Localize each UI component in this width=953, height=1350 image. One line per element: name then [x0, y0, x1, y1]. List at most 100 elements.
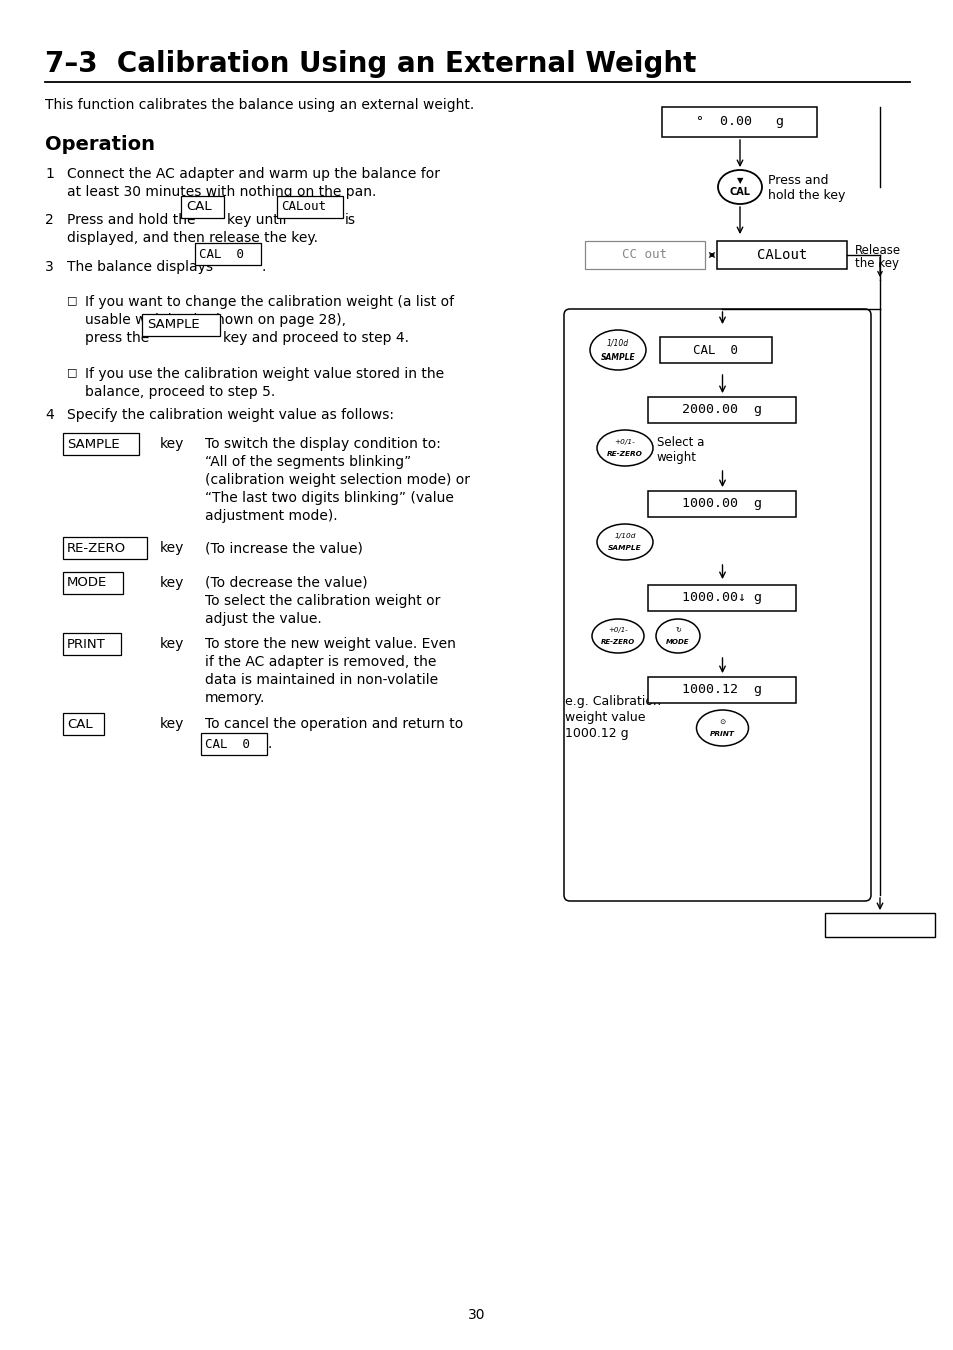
- Bar: [181, 196, 224, 219]
- Ellipse shape: [656, 620, 700, 653]
- Text: adjust the value.: adjust the value.: [205, 612, 321, 626]
- Ellipse shape: [589, 329, 645, 370]
- Text: 1000.00  g: 1000.00 g: [681, 498, 761, 510]
- Text: if the AC adapter is removed, the: if the AC adapter is removed, the: [205, 655, 436, 670]
- Text: “All of the segments blinking”: “All of the segments blinking”: [205, 455, 411, 468]
- Ellipse shape: [592, 620, 643, 653]
- Ellipse shape: [597, 524, 652, 560]
- Text: RE-ZERO: RE-ZERO: [606, 451, 642, 458]
- Text: 7–3  Calibration Using an External Weight: 7–3 Calibration Using an External Weight: [45, 50, 696, 78]
- Bar: [63, 432, 139, 455]
- Text: CAL  0: CAL 0: [693, 343, 738, 356]
- Text: key: key: [160, 541, 184, 555]
- Text: CAL: CAL: [186, 201, 212, 213]
- Text: PRINT: PRINT: [709, 732, 734, 737]
- Text: hold the key: hold the key: [767, 189, 844, 201]
- Text: To select the calibration weight or: To select the calibration weight or: [205, 594, 440, 608]
- Text: This function calibrates the balance using an external weight.: This function calibrates the balance usi…: [45, 99, 474, 112]
- Bar: [194, 243, 261, 266]
- Text: To switch the display condition to:: To switch the display condition to:: [205, 437, 440, 451]
- Text: Release: Release: [854, 243, 901, 256]
- Text: 2: 2: [45, 213, 53, 227]
- Text: 2000.00  g: 2000.00 g: [681, 404, 761, 417]
- Text: (To decrease the value): (To decrease the value): [205, 576, 367, 590]
- Text: Specify the calibration weight value as follows:: Specify the calibration weight value as …: [67, 408, 394, 423]
- Text: RE-ZERO: RE-ZERO: [600, 639, 635, 645]
- Text: RE-ZERO: RE-ZERO: [67, 541, 126, 555]
- Text: 1000.00↓ g: 1000.00↓ g: [681, 591, 761, 605]
- Text: weight: weight: [657, 451, 697, 463]
- Text: Select a: Select a: [657, 436, 703, 450]
- Text: CAL: CAL: [729, 188, 750, 197]
- Text: press the: press the: [85, 331, 149, 346]
- Text: Connect the AC adapter and warm up the balance for: Connect the AC adapter and warm up the b…: [67, 167, 439, 181]
- Text: at least 30 minutes with nothing on the pan.: at least 30 minutes with nothing on the …: [67, 185, 376, 198]
- Text: To store the new weight value. Even: To store the new weight value. Even: [205, 637, 456, 651]
- Text: CC out: CC out: [622, 248, 667, 262]
- Text: key: key: [160, 576, 184, 590]
- Text: Press and hold the: Press and hold the: [67, 213, 195, 227]
- Text: Press and: Press and: [767, 174, 827, 188]
- Text: “The last two digits blinking” (value: “The last two digits blinking” (value: [205, 491, 454, 505]
- Text: key: key: [160, 437, 184, 451]
- Text: .: .: [261, 261, 265, 274]
- Bar: [63, 536, 147, 559]
- Text: ⊙: ⊙: [719, 718, 725, 725]
- Bar: [717, 242, 846, 269]
- Text: 1/10d: 1/10d: [614, 533, 635, 539]
- Text: If you use the calibration weight value stored in the: If you use the calibration weight value …: [85, 367, 444, 381]
- Text: adjustment mode).: adjustment mode).: [205, 509, 337, 522]
- Text: The balance displays: The balance displays: [67, 261, 213, 274]
- Ellipse shape: [696, 710, 748, 747]
- Text: key and proceed to step 4.: key and proceed to step 4.: [223, 331, 409, 346]
- Text: SAMPLE: SAMPLE: [67, 437, 119, 451]
- Text: CAL  0: CAL 0: [205, 737, 250, 751]
- Text: MODE: MODE: [665, 639, 689, 645]
- Text: 1: 1: [45, 167, 53, 181]
- Text: Operation: Operation: [45, 135, 154, 154]
- Text: SAMPLE: SAMPLE: [147, 319, 199, 332]
- Text: MODE: MODE: [67, 576, 107, 590]
- Bar: [648, 491, 796, 517]
- Text: e.g. Calibration: e.g. Calibration: [564, 695, 660, 707]
- Text: balance, proceed to step 5.: balance, proceed to step 5.: [85, 385, 275, 400]
- Bar: [824, 913, 934, 937]
- Text: CAL: CAL: [67, 717, 92, 730]
- Text: CALout: CALout: [281, 201, 326, 213]
- Text: key until: key until: [227, 213, 286, 227]
- Text: CALout: CALout: [756, 248, 806, 262]
- Text: °  0.00   g: ° 0.00 g: [696, 116, 783, 128]
- Text: memory.: memory.: [205, 691, 265, 705]
- Text: +0/1-: +0/1-: [607, 626, 627, 633]
- FancyBboxPatch shape: [563, 309, 870, 900]
- Text: □: □: [67, 296, 77, 305]
- Text: 3: 3: [45, 261, 53, 274]
- Ellipse shape: [597, 431, 652, 466]
- Text: weight value: weight value: [564, 711, 645, 724]
- Bar: [648, 397, 796, 423]
- Bar: [142, 313, 220, 336]
- Text: 1000.12 g: 1000.12 g: [564, 728, 628, 740]
- Bar: [63, 713, 104, 736]
- Text: usable weights is shown on page 28),: usable weights is shown on page 28),: [85, 313, 346, 327]
- Text: data is maintained in non-volatile: data is maintained in non-volatile: [205, 674, 437, 687]
- Text: PRINT: PRINT: [67, 637, 106, 651]
- Bar: [201, 733, 267, 756]
- Text: 1/10d: 1/10d: [606, 339, 628, 347]
- Text: (To increase the value): (To increase the value): [205, 541, 362, 555]
- Bar: [584, 242, 704, 269]
- Text: 1000.12  g: 1000.12 g: [681, 683, 761, 697]
- Text: key: key: [160, 637, 184, 651]
- Text: +0/1-: +0/1-: [614, 439, 635, 444]
- Bar: [661, 107, 817, 136]
- Text: ↻: ↻: [675, 626, 680, 633]
- Bar: [276, 196, 343, 219]
- Bar: [659, 338, 771, 363]
- Text: the key: the key: [854, 258, 898, 270]
- Text: key: key: [160, 717, 184, 730]
- Bar: [63, 633, 121, 656]
- Text: If you want to change the calibration weight (a list of: If you want to change the calibration we…: [85, 296, 454, 309]
- Bar: [63, 571, 123, 594]
- Bar: [648, 585, 796, 612]
- Text: is: is: [345, 213, 355, 227]
